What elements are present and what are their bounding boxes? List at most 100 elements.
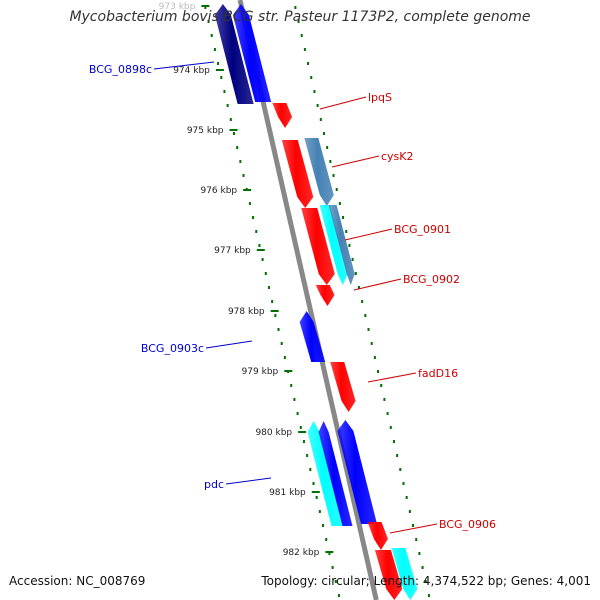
left-rail-dot [207,20,210,23]
gene-label: BCG_0898c [89,63,152,76]
kbp-tick-label: 979 kbp [242,367,279,377]
right-rail-dot [294,6,297,9]
right-rail-dot [418,552,421,555]
gene-arrow-bcg-0903c [299,311,326,362]
left-rail-dot [280,342,283,345]
right-rail-dot [389,426,392,429]
left-rail-dot [306,454,309,457]
gene-arrow-dark-blue [214,4,254,104]
left-rail-dot [293,398,296,401]
gene-arrow-fadd16 [330,362,356,412]
right-rail-dot [316,104,319,107]
left-rail-dot [239,160,242,163]
right-rail-dot [396,454,399,457]
kbp-tick-label: 976 kbp [200,186,237,196]
left-rail-dot [283,356,286,359]
right-rail-dot [329,160,332,163]
left-rail-dot [274,314,277,317]
gene-arrow-purple [328,205,355,285]
gene-label: cysK2 [381,150,414,163]
gene-label-leader [353,278,402,291]
right-rail-dot [297,20,300,23]
left-rail-dot [315,496,318,499]
right-rail-dot [383,398,386,401]
kbp-tick-label: 973 kbp [159,2,196,12]
gene-label: fadD16 [418,367,458,380]
left-rail-dot [322,524,325,527]
kbp-tick-label: 978 kbp [228,307,265,317]
left-rail-dot [277,328,280,331]
gene-label-leader [367,372,417,383]
right-rail-dot [386,412,389,415]
left-rail-dot [312,482,315,485]
left-rail-dot [337,594,340,597]
kbp-tick-label: 981 kbp [269,488,306,498]
left-rail-dot [325,538,328,541]
left-rail-dot [213,48,216,51]
left-rail-dot [223,90,226,93]
gene-label: BCG_0902 [403,273,460,286]
right-rail-dot [300,34,303,37]
left-rail-dot [248,202,251,205]
right-rail-dot [412,524,415,527]
genome-title: Mycobacterium bovis BCG str. Pasteur 117… [69,9,531,25]
left-rail-dot [232,132,235,135]
gene-arrow-bottom-red [374,550,403,600]
gene-arrow-pdc-cyan [307,421,344,526]
left-rail-dot [299,426,302,429]
right-rail-dot [335,188,338,191]
right-rail-dot [380,384,383,387]
right-rail-dot [313,90,316,93]
gene-arrow-cyan [319,205,348,285]
gene-label-leader [225,477,272,485]
right-rail-dot [357,286,360,289]
right-rail-dot [310,76,313,79]
right-rail-dot [342,216,345,219]
left-rail-dot [271,300,274,303]
gene-label: BCG_0903c [141,342,204,355]
gene-label-leader [319,96,367,110]
left-rail-dot [236,146,239,149]
left-rail-dot [226,104,229,107]
gene-arrow-bcg-0901 [301,208,335,285]
gene-arrow-forward-red [281,140,314,208]
right-rail-dot [303,48,306,51]
right-rail-dot [351,258,354,261]
kbp-tick-label: 977 kbp [214,246,251,256]
right-rail-dot [348,244,351,247]
left-rail-dot [309,468,312,471]
topology-text: Topology: circular; Length: 4,374,522 bp… [261,574,591,588]
right-rail-dot [361,300,364,303]
left-rail-dot [258,244,261,247]
right-rail-dot [421,566,424,569]
accession-text: Accession: NC_008769 [9,574,146,588]
gene-label-leader [331,155,380,168]
left-rail-dot [210,34,213,37]
left-rail-dot [242,174,245,177]
right-rail-dot [402,482,405,485]
right-rail-dot [399,468,402,471]
left-rail-dot [302,440,305,443]
gene-arrow-cysk2 [304,138,334,206]
right-rail-dot [345,230,348,233]
right-rail-dot [326,146,329,149]
left-rail-dot [204,6,207,9]
right-rail-dot [377,370,380,373]
gene-arrow-bcg-0898c [232,4,272,102]
kbp-tick-label: 975 kbp [187,126,224,136]
gene-arrow-bcg-0906 [367,522,388,550]
left-rail-dot [252,216,255,219]
left-rail-dot [328,552,331,555]
gene-label-leader [205,340,253,349]
left-rail-dot [318,510,321,513]
left-rail-dot [290,384,293,387]
left-rail-dot [331,566,334,569]
right-rail-dot [373,356,376,359]
gene-arrow-lpqs [272,103,293,128]
left-rail-dot [334,580,337,583]
kbp-tick-label: 982 kbp [283,548,320,558]
right-rail-dot [405,496,408,499]
right-rail-dot [322,132,325,135]
left-rail-dot [229,118,232,121]
